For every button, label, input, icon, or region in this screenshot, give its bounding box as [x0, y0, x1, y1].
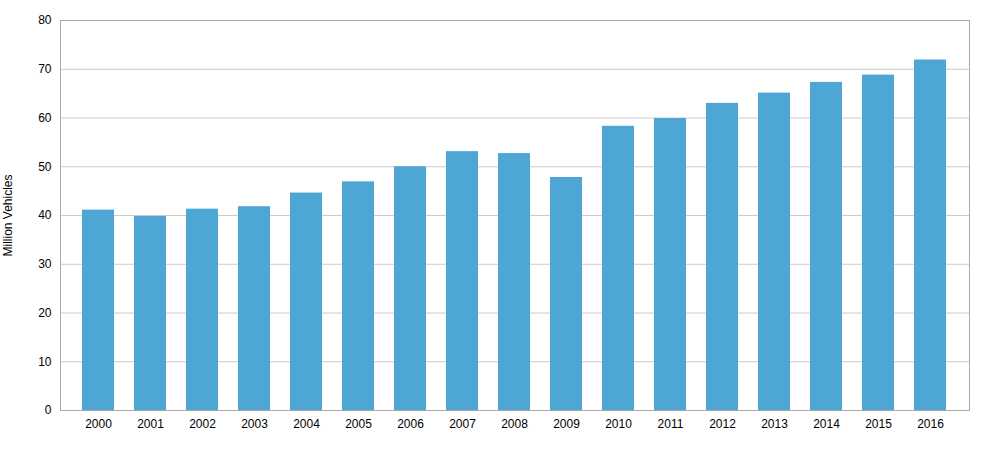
svg-text:2006: 2006 — [397, 417, 424, 431]
svg-text:40: 40 — [38, 208, 52, 222]
svg-text:0: 0 — [45, 403, 52, 417]
svg-text:2010: 2010 — [605, 417, 632, 431]
svg-text:Million Vehicles: Million Vehicles — [1, 174, 15, 256]
svg-text:2015: 2015 — [865, 417, 892, 431]
svg-text:2014: 2014 — [813, 417, 840, 431]
svg-text:80: 80 — [38, 13, 52, 27]
svg-text:2007: 2007 — [449, 417, 476, 431]
svg-text:2008: 2008 — [501, 417, 528, 431]
svg-text:60: 60 — [38, 111, 52, 125]
svg-text:2016: 2016 — [917, 417, 944, 431]
svg-text:50: 50 — [38, 160, 52, 174]
svg-text:70: 70 — [38, 62, 52, 76]
svg-text:10: 10 — [38, 355, 52, 369]
svg-text:2003: 2003 — [241, 417, 268, 431]
svg-text:2012: 2012 — [709, 417, 736, 431]
svg-text:2004: 2004 — [293, 417, 320, 431]
svg-text:2009: 2009 — [553, 417, 580, 431]
svg-text:2005: 2005 — [345, 417, 372, 431]
svg-text:30: 30 — [38, 257, 52, 271]
svg-text:2002: 2002 — [189, 417, 216, 431]
svg-text:20: 20 — [38, 306, 52, 320]
svg-text:2000: 2000 — [85, 417, 112, 431]
svg-text:2001: 2001 — [137, 417, 164, 431]
svg-text:2013: 2013 — [761, 417, 788, 431]
svg-text:2011: 2011 — [658, 417, 684, 431]
